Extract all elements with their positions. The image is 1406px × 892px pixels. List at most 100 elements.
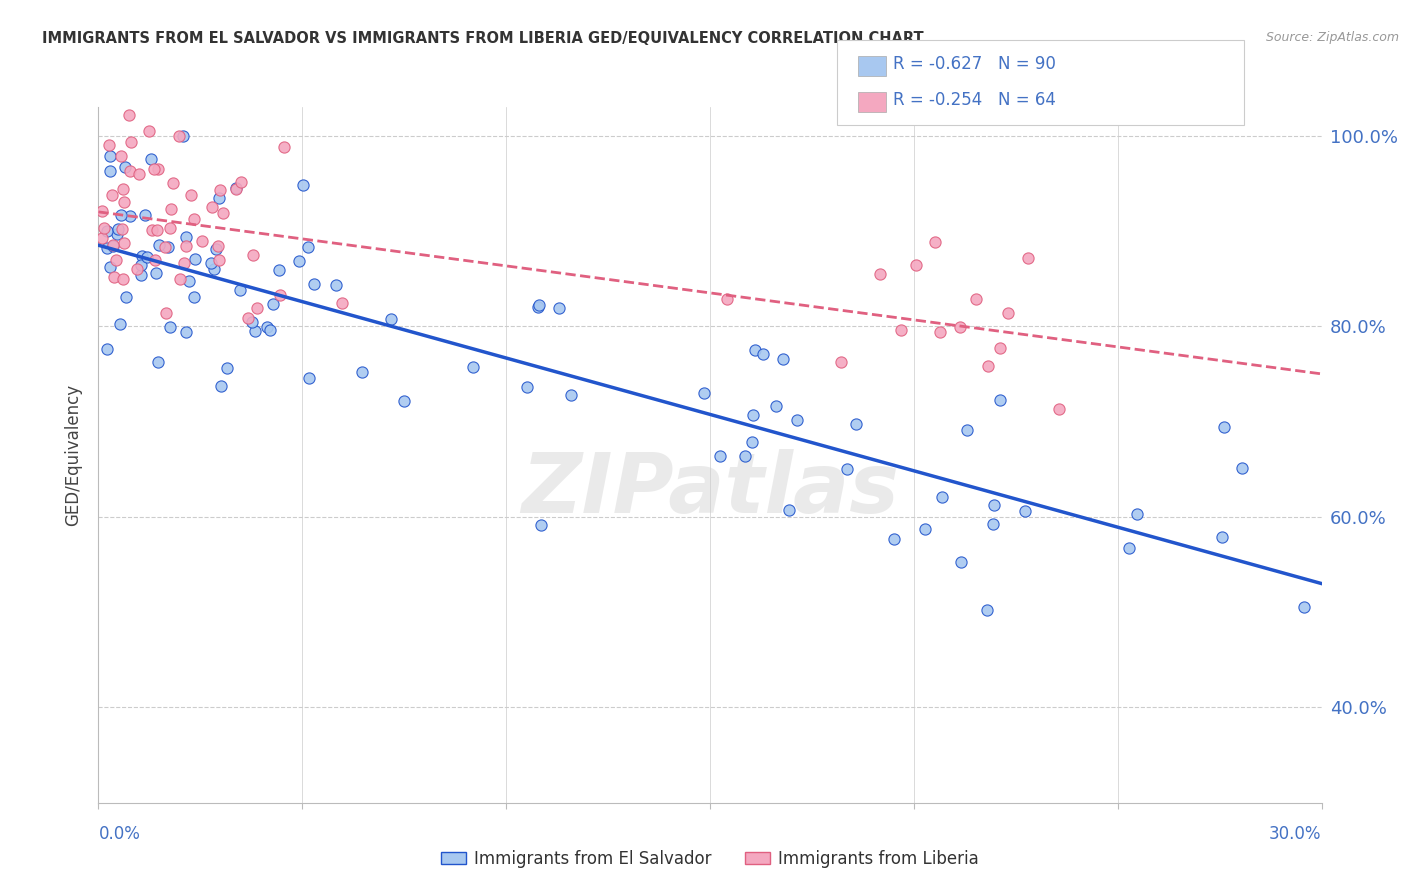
Point	[114, 290, 136, 304]
Point	[112, 235, 135, 250]
Point	[243, 325, 266, 339]
Point	[103, 270, 125, 285]
Point	[869, 267, 891, 281]
Point	[830, 355, 852, 369]
Point	[709, 450, 731, 464]
Point	[135, 250, 157, 264]
Point	[976, 603, 998, 617]
Point	[177, 274, 200, 288]
Point	[325, 277, 347, 292]
Point	[914, 522, 936, 536]
Text: 0.0%: 0.0%	[98, 825, 141, 843]
Point	[997, 306, 1019, 320]
Point	[159, 221, 181, 235]
Point	[183, 290, 205, 304]
Point	[949, 320, 972, 334]
Point	[905, 258, 928, 272]
Point	[298, 371, 321, 385]
Point	[742, 408, 765, 422]
Point	[169, 272, 191, 286]
Point	[201, 200, 224, 214]
Point	[835, 462, 858, 476]
Text: R = -0.254   N = 64: R = -0.254 N = 64	[893, 91, 1056, 109]
Point	[183, 211, 205, 226]
Point	[114, 161, 136, 175]
Point	[1014, 504, 1036, 518]
Point	[752, 347, 775, 361]
Point	[128, 167, 150, 181]
Point	[118, 108, 141, 122]
Point	[91, 230, 114, 244]
Point	[931, 490, 953, 504]
Point	[143, 252, 166, 267]
Point	[153, 240, 176, 254]
Point	[174, 239, 197, 253]
Point	[131, 258, 153, 272]
Point	[236, 311, 259, 326]
Point	[101, 238, 124, 252]
Point	[91, 204, 114, 219]
Point	[131, 249, 153, 263]
Point	[981, 517, 1004, 532]
Point	[104, 253, 127, 268]
Point	[924, 235, 946, 250]
Point	[180, 188, 202, 202]
Point	[1211, 530, 1233, 544]
Point	[100, 163, 122, 178]
Point	[96, 241, 118, 255]
Point	[949, 555, 972, 569]
Point	[297, 239, 319, 253]
Point	[97, 137, 120, 152]
Point	[527, 298, 550, 312]
Point	[146, 162, 169, 177]
Point	[159, 319, 181, 334]
Point	[155, 306, 177, 320]
Point	[965, 292, 987, 306]
Point	[330, 296, 353, 310]
Point	[174, 230, 197, 244]
Point	[118, 164, 141, 178]
Point	[242, 248, 264, 262]
Text: R = -0.627   N = 90: R = -0.627 N = 90	[893, 55, 1056, 73]
Point	[530, 518, 553, 533]
Point	[560, 387, 582, 401]
Point	[162, 177, 184, 191]
Point	[734, 449, 756, 463]
Point	[96, 223, 118, 237]
Point	[129, 268, 152, 282]
Text: Source: ZipAtlas.com: Source: ZipAtlas.com	[1265, 31, 1399, 45]
Point	[1126, 508, 1149, 522]
Point	[159, 202, 181, 217]
Point	[547, 301, 569, 316]
Point	[765, 399, 787, 413]
Point	[141, 223, 163, 237]
Point	[716, 292, 738, 306]
Point	[273, 140, 295, 154]
Point	[146, 355, 169, 369]
Point	[209, 379, 232, 393]
Point	[148, 238, 170, 252]
Point	[107, 221, 129, 235]
Point	[191, 234, 214, 248]
Point	[103, 239, 125, 253]
Point	[772, 352, 794, 367]
Point	[200, 256, 222, 270]
Point	[208, 191, 231, 205]
Point	[209, 182, 232, 196]
Point	[890, 323, 912, 337]
Point	[516, 380, 538, 394]
Point	[259, 323, 281, 337]
Point	[184, 252, 207, 267]
Point	[1118, 541, 1140, 556]
Point	[118, 209, 141, 223]
Point	[1294, 600, 1316, 615]
Point	[105, 227, 128, 242]
Point	[173, 256, 195, 270]
Point	[692, 386, 714, 401]
Point	[1017, 251, 1039, 265]
Point	[212, 206, 235, 220]
Point	[110, 149, 132, 163]
Point	[246, 301, 269, 315]
Point	[225, 180, 247, 194]
Point	[145, 266, 167, 280]
